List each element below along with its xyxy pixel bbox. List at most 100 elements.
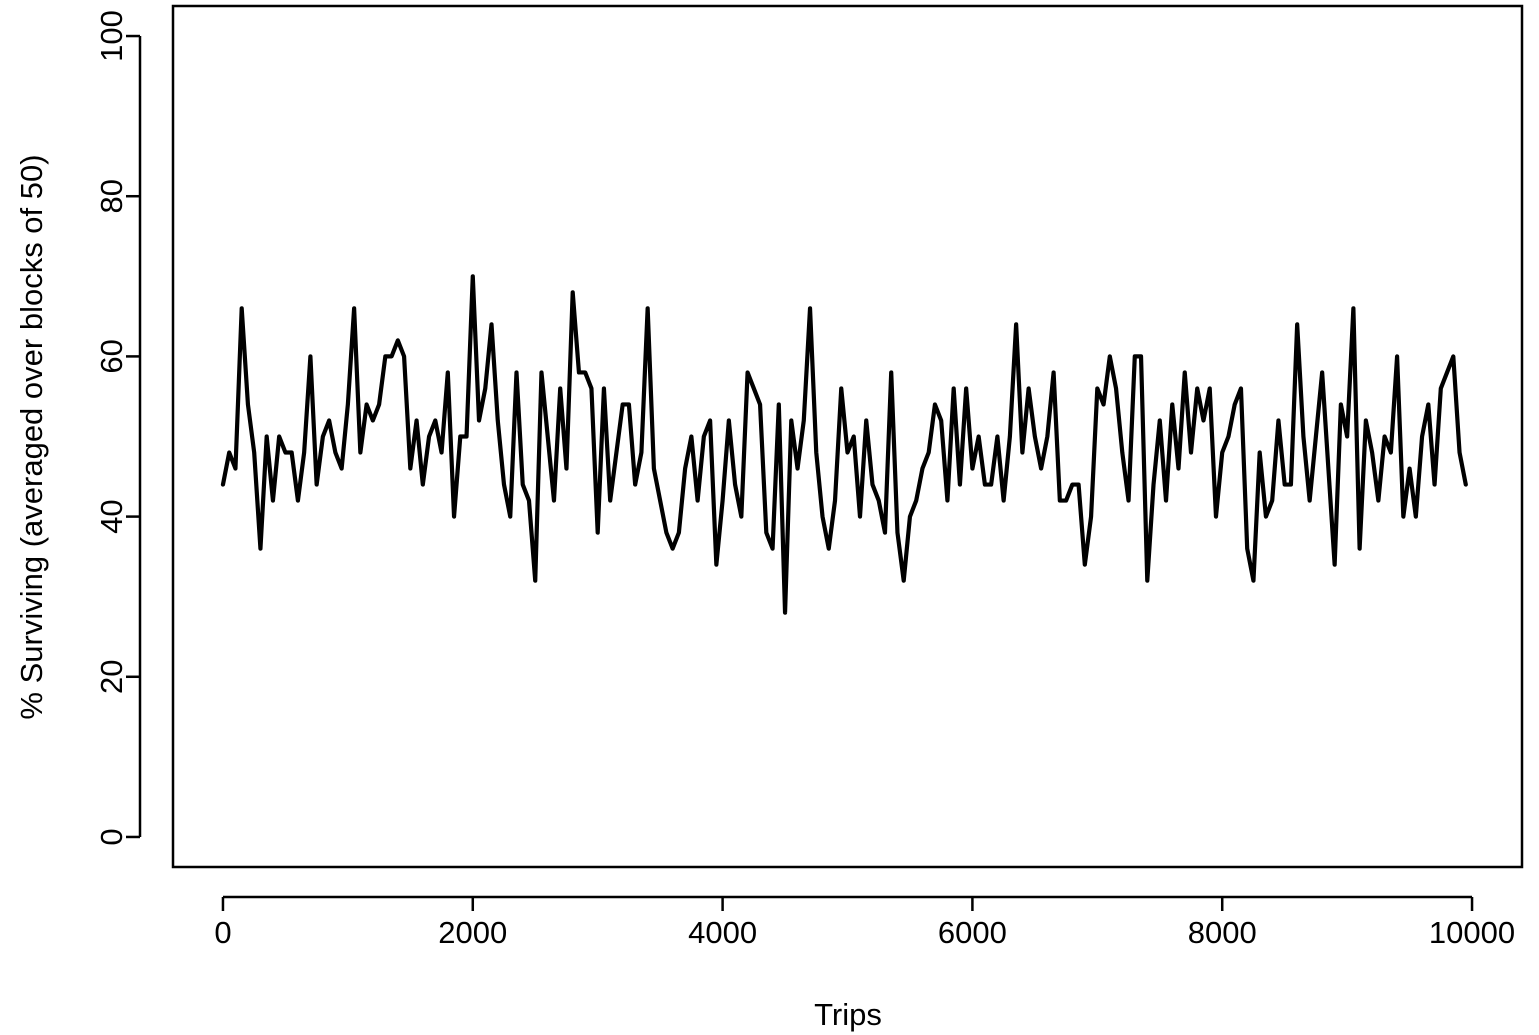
- data-point: [920, 467, 924, 471]
- data-point: [1351, 306, 1355, 310]
- data-point: [552, 499, 556, 503]
- x-tick-label: 6000: [938, 915, 1007, 950]
- data-point: [1158, 418, 1162, 422]
- data-point: [646, 306, 650, 310]
- data-point: [333, 451, 337, 455]
- data-point: [602, 386, 606, 390]
- data-point: [265, 435, 269, 439]
- series-line-surviving: [220, 274, 1468, 615]
- data-point: [814, 451, 818, 455]
- data-point: [802, 418, 806, 422]
- data-point: [664, 531, 668, 535]
- data-point: [1389, 451, 1393, 455]
- data-point: [577, 370, 581, 374]
- data-point: [527, 499, 531, 503]
- data-point: [970, 467, 974, 471]
- data-point: [995, 435, 999, 439]
- data-point: [858, 515, 862, 519]
- data-point: [1445, 370, 1449, 374]
- data-point: [1195, 386, 1199, 390]
- data-point: [1439, 386, 1443, 390]
- data-point: [427, 435, 431, 439]
- data-point: [1201, 418, 1205, 422]
- data-point: [252, 451, 256, 455]
- data-point: [627, 402, 631, 406]
- data-point: [1058, 499, 1062, 503]
- data-point: [327, 418, 331, 422]
- data-point: [1152, 483, 1156, 487]
- data-point: [739, 515, 743, 519]
- data-point: [371, 418, 375, 422]
- data-point: [1451, 354, 1455, 358]
- data-point: [465, 435, 469, 439]
- data-point: [1133, 354, 1137, 358]
- x-tick-label: 2000: [438, 915, 507, 950]
- data-point: [596, 531, 600, 535]
- data-point: [533, 579, 537, 583]
- data-point: [589, 386, 593, 390]
- data-point: [1370, 451, 1374, 455]
- data-point: [839, 386, 843, 390]
- data-point: [889, 370, 893, 374]
- data-point: [1433, 483, 1437, 487]
- data-point: [302, 451, 306, 455]
- data-point: [1077, 483, 1081, 487]
- data-point: [1270, 499, 1274, 503]
- data-point: [689, 435, 693, 439]
- y-tick-label: 0: [94, 828, 129, 845]
- data-point: [452, 515, 456, 519]
- data-point: [1383, 435, 1387, 439]
- data-point: [346, 402, 350, 406]
- data-point: [515, 370, 519, 374]
- y-tick-label: 100: [94, 10, 129, 62]
- data-point: [521, 483, 525, 487]
- data-point: [696, 499, 700, 503]
- data-point: [677, 531, 681, 535]
- data-point: [1214, 515, 1218, 519]
- data-point: [1083, 563, 1087, 567]
- data-point: [1320, 370, 1324, 374]
- data-point: [614, 451, 618, 455]
- data-point: [1420, 435, 1424, 439]
- data-point: [1339, 402, 1343, 406]
- data-point: [277, 435, 281, 439]
- data-point: [883, 531, 887, 535]
- data-point: [233, 467, 237, 471]
- y-axis: 0 20 40 60 80 100: [94, 10, 142, 846]
- data-point: [458, 435, 462, 439]
- data-point: [308, 354, 312, 358]
- y-tick-label: 40: [94, 499, 129, 533]
- data-point: [864, 418, 868, 422]
- x-axis-title: Trips: [814, 997, 882, 1032]
- x-tick-label: 0: [214, 915, 231, 950]
- data-point: [708, 418, 712, 422]
- data-point: [608, 499, 612, 503]
- data-point: [1295, 322, 1299, 326]
- plot-frame: [171, 4, 1524, 869]
- data-point: [483, 386, 487, 390]
- x-axis: 0 2000 4000 6000 8000 10000: [214, 895, 1515, 950]
- y-tick-label: 80: [94, 179, 129, 213]
- data-point: [683, 467, 687, 471]
- data-point: [1039, 467, 1043, 471]
- data-point: [546, 435, 550, 439]
- data-point: [1002, 499, 1006, 503]
- data-point: [421, 483, 425, 487]
- data-point: [621, 402, 625, 406]
- data-point: [1189, 451, 1193, 455]
- data-point: [964, 386, 968, 390]
- y-tick-label: 60: [94, 339, 129, 373]
- data-point: [502, 483, 506, 487]
- data-point: [271, 499, 275, 503]
- data-point: [633, 483, 637, 487]
- data-point: [1226, 435, 1230, 439]
- data-point: [733, 483, 737, 487]
- data-point: [1014, 322, 1018, 326]
- x-tick-label: 10000: [1429, 915, 1515, 950]
- data-point: [1358, 547, 1362, 551]
- data-point: [477, 418, 481, 422]
- data-point: [758, 402, 762, 406]
- data-point: [927, 451, 931, 455]
- data-point: [877, 499, 881, 503]
- data-point: [658, 499, 662, 503]
